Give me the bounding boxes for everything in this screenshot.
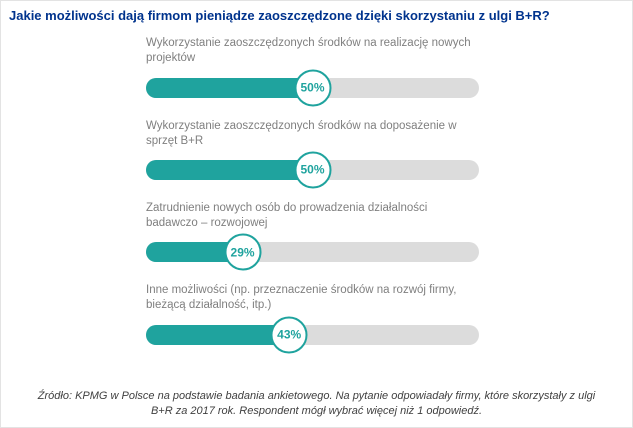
bar-label: Zatrudnienie nowych osób do prowadzenia …	[146, 201, 428, 230]
bar-fill: 50%	[146, 69, 331, 107]
value-badge: 29%	[224, 233, 262, 271]
source-note: Źródło: KPMG w Polsce na podstawie badan…	[37, 390, 596, 418]
bar-label: Wykorzystanie zaoszczędzonych środków na…	[146, 119, 457, 147]
bar-fill: 50%	[146, 151, 331, 189]
bar-track: 50%	[146, 151, 479, 189]
chart-title: Jakie możliwości dają firmom pieniądze z…	[9, 8, 550, 23]
value-badge: 43%	[270, 316, 308, 354]
bar-label: Wykorzystanie zaoszczędzonych środków na…	[146, 37, 471, 65]
bar-row: Inne możliwości (np. przeznaczenie środk…	[146, 283, 624, 354]
bar-track: 43%	[146, 316, 479, 354]
bar-track: 29%	[146, 233, 479, 271]
bar-row: Wykorzystanie zaoszczędzonych środków na…	[146, 36, 624, 107]
value-badge: 50%	[294, 151, 331, 189]
bar-track: 50%	[146, 69, 479, 107]
plot-area: Wykorzystanie zaoszczędzonych środków na…	[146, 36, 624, 354]
bar-fill: 29%	[146, 233, 262, 271]
bar-row: Wykorzystanie zaoszczędzonych środków na…	[146, 119, 624, 189]
bar-fill: 43%	[146, 316, 308, 354]
value-badge: 50%	[294, 69, 331, 107]
bar-label: Inne możliwości (np. przeznaczenie środk…	[146, 284, 457, 312]
bar-row: Zatrudnienie nowych osób do prowadzenia …	[146, 201, 624, 271]
